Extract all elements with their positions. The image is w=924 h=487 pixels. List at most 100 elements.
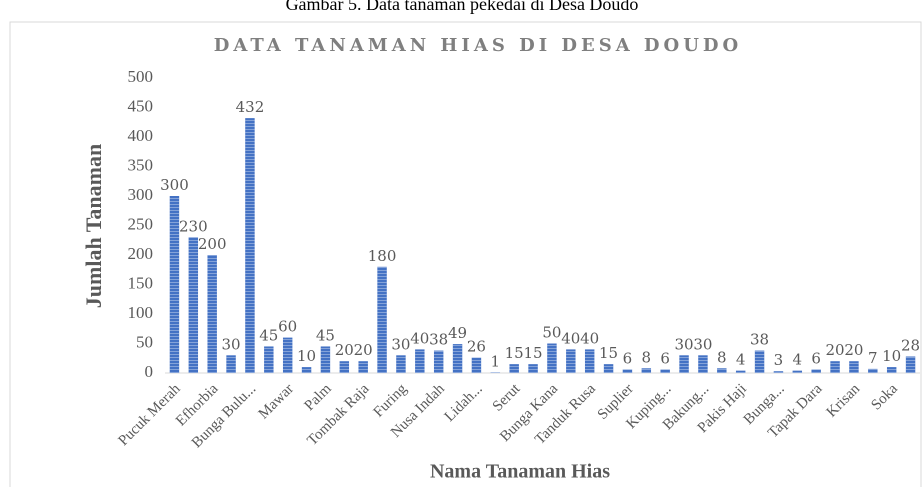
data-label: 26 [467,338,486,356]
y-tick-label: 100 [128,303,154,322]
data-label: 40 [561,329,580,347]
bar-texture [584,349,595,373]
data-label: 432 [236,98,265,116]
y-axis-title: Jumlah Tanaman [81,144,106,308]
data-label: 15 [505,344,524,362]
bar-texture [811,369,821,373]
y-tick-label: 200 [128,244,154,263]
data-label: 38 [429,331,448,349]
bar-texture [301,367,312,373]
bar-texture [433,350,444,373]
bar-texture [849,361,859,373]
x-tick-label: Serut [490,380,524,414]
data-label: 300 [160,176,189,194]
bar-texture [717,368,727,373]
y-tick-label: 450 [128,96,154,115]
bar-texture [547,343,557,373]
data-label: 4 [736,351,746,369]
bar-texture [264,346,274,373]
data-label: 200 [198,235,227,253]
bar-texture [471,357,482,373]
data-label: 20 [844,341,863,359]
caption: Gambar 5. Data tanaman pekedai di Desa D… [286,0,639,14]
data-label: 8 [717,348,727,366]
data-label: 20 [826,341,845,359]
data-label: 49 [448,324,467,342]
data-label: 45 [259,326,278,344]
bar-texture [207,255,217,373]
y-tick-label: 0 [145,362,154,381]
data-label: 20 [335,341,354,359]
y-tick-label: 250 [128,214,154,233]
bar-texture [660,369,670,373]
y-tick-label: 350 [128,155,154,174]
y-tick-label: 150 [128,273,154,292]
y-tick-label: 300 [128,185,154,204]
data-label: 10 [882,347,901,365]
bar-texture [792,370,803,373]
data-label: 1 [491,352,501,370]
bar-texture [490,372,501,373]
bar-texture [679,355,689,373]
bar-texture [339,361,350,373]
chart-title: DATA TANAMAN HIAS DI DESA DOUDO [214,35,742,56]
data-label: 180 [368,247,397,265]
data-label: 20 [354,341,373,359]
data-label: 3 [774,351,784,369]
bar-texture [245,118,255,374]
bar-texture [773,371,784,373]
bar-texture [830,361,840,373]
bar-texture [396,355,406,373]
bar-texture [226,355,236,373]
chart-border [9,21,922,487]
bar-texture [735,370,746,373]
data-label: 30 [693,335,712,353]
data-label: 60 [278,318,297,336]
data-label: 30 [222,335,241,353]
bar-texture [886,367,897,373]
data-label: 28 [901,336,920,354]
data-label: 30 [675,335,694,353]
data-label: 7 [868,349,878,367]
data-label: 38 [750,331,769,349]
data-label: 4 [793,351,803,369]
data-label: 10 [297,347,316,365]
bar-texture [698,355,708,373]
data-label: 45 [316,326,335,344]
x-tick-label: Lidah... [442,381,486,425]
bar-texture [509,364,519,373]
data-label: 15 [524,344,543,362]
y-tick-label: 500 [128,67,154,86]
bar-texture [566,349,576,373]
y-tick-label: 50 [136,332,153,351]
x-tick-label: Krisan [824,381,864,421]
bar-texture [452,344,463,373]
data-label: 15 [599,344,618,362]
bar-texture [754,350,765,373]
bar-texture [188,237,199,373]
y-tick-label: 400 [128,126,154,145]
data-label: 50 [542,324,561,342]
bar-texture [641,368,652,373]
x-tick-label: Soka [868,381,901,414]
bar-texture [358,361,368,373]
data-label: 40 [580,329,599,347]
bar-texture [320,346,331,373]
x-tick-label: Mawar [256,381,297,422]
bar-texture [282,337,293,373]
bar-texture [528,364,538,373]
bar-texture [415,349,425,373]
data-label: 230 [179,217,208,235]
bar-texture [169,196,180,373]
x-tick-label: Palm [302,381,335,414]
data-label: 30 [391,335,410,353]
x-axis-title: Nama Tanaman Hias [430,461,610,483]
data-label: 40 [410,329,429,347]
bar-texture [377,266,387,373]
bar-texture [905,356,916,373]
data-label: 6 [660,349,670,367]
bar-texture [868,368,878,373]
bar-texture [603,364,614,373]
data-label: 6 [811,349,821,367]
